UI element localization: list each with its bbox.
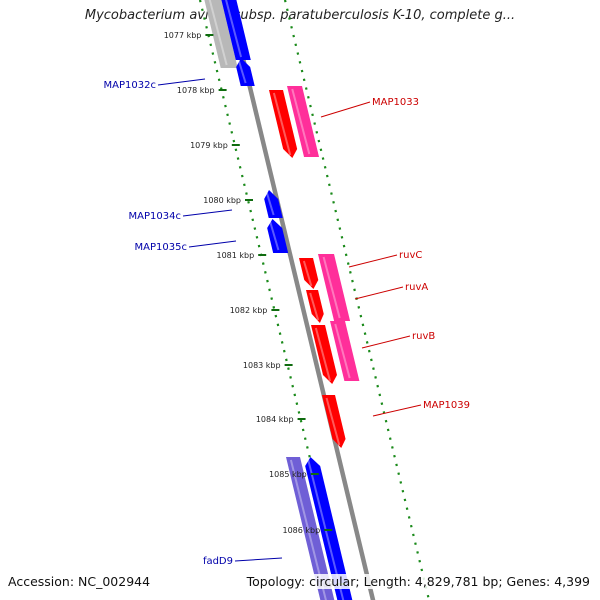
accession-text: Accession: NC_002944: [8, 574, 151, 589]
tick-label: 1083 kbp: [243, 361, 281, 370]
cds-map1035c: [267, 219, 289, 253]
leader-line: [320, 101, 371, 118]
gene-label-map1033: MAP1033: [372, 97, 419, 108]
gene-ruvb: [330, 321, 360, 381]
cds-ruva-highlight: [309, 292, 320, 321]
gene-fadd9: [286, 457, 335, 600]
gene-label-fadd9: fadD9: [203, 556, 233, 567]
topology-info-text: Topology: circular; Length: 4,829,781 bp…: [246, 574, 590, 589]
leader-line: [372, 404, 422, 417]
cds-ruvc: [299, 258, 319, 289]
gene-map1033-highlight: [291, 88, 311, 155]
leader-line: [354, 286, 404, 300]
dotted-ring-2: [283, 0, 431, 600]
cds-map1033: [269, 90, 298, 158]
gene-label-ruva: ruvA: [405, 282, 428, 293]
tick-label: 1080 kbp: [203, 196, 241, 205]
partial-cds-blue-highlight: [225, 0, 243, 58]
tick-label: 1078 kbp: [177, 86, 215, 95]
leader-line: [348, 254, 398, 268]
gene-label-ruvc: ruvC: [399, 250, 422, 261]
tick-label: 1085 kbp: [269, 470, 307, 479]
tick-label: 1081 kbp: [216, 251, 254, 260]
gene-label-map1032c: MAP1032c: [104, 80, 156, 91]
cds-map1032c-highlight: [237, 60, 247, 84]
cds-map1039-highlight: [325, 397, 341, 446]
partial-gene-grey-highlight: [208, 0, 228, 66]
cds-ruvb-highlight: [314, 327, 332, 382]
cds-map1034c-highlight: [265, 192, 275, 216]
leader-line: [182, 209, 233, 217]
tick-label: 1086 kbp: [282, 526, 320, 535]
cds-map1034c: [264, 190, 283, 218]
leader-line: [157, 78, 206, 86]
cds-map1035c-highlight: [269, 221, 280, 251]
tick-label: 1084 kbp: [256, 415, 294, 424]
gene-ruvc-ruva-highlight: [322, 256, 341, 319]
cds-map1033-highlight: [272, 92, 292, 156]
cds-ruva: [306, 290, 324, 323]
gene-label-map1039: MAP1039: [423, 400, 470, 411]
partial-cds-blue: [221, 0, 251, 60]
cds-ruvb: [311, 325, 337, 384]
tick-label: 1079 kbp: [190, 141, 228, 150]
gene-map1033: [287, 86, 320, 157]
tick-label: 1082 kbp: [230, 306, 268, 315]
map-title: Mycobacterium avium subsp. paratuberculo…: [84, 8, 516, 23]
tick-label: 1077 kbp: [164, 31, 202, 40]
backbone-line: [226, 0, 376, 600]
partial-gene-grey: [204, 0, 238, 68]
cds-map1032c: [236, 58, 255, 86]
cds-map1039: [322, 395, 346, 448]
cds-ruvc-highlight: [302, 260, 313, 287]
gene-ruvc-ruva: [318, 254, 351, 321]
leader-line: [234, 557, 283, 562]
gene-label-map1034c: MAP1034c: [129, 211, 181, 222]
gene-label-ruvb: ruvB: [412, 331, 435, 342]
leader-line: [361, 335, 411, 349]
gene-label-map1035c: MAP1035c: [135, 242, 187, 253]
gene-ruvb-highlight: [334, 323, 351, 379]
cds-fadd9: [305, 457, 353, 600]
leader-line: [188, 240, 237, 248]
